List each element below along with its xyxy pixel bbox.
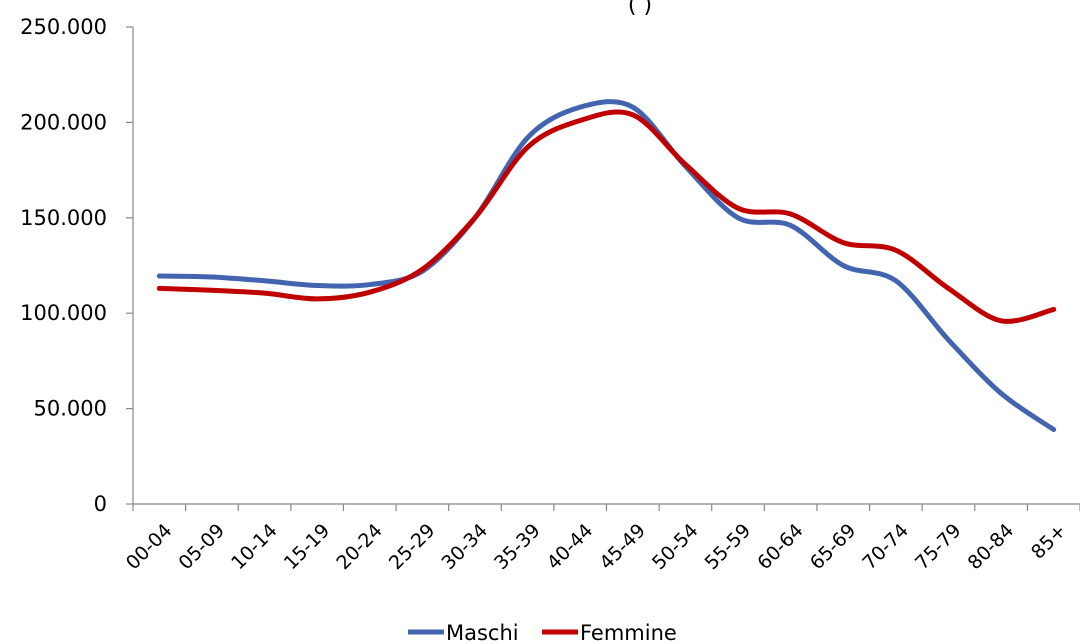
y-tick-labels: 0 50.000 100.000 150.000 200.000 250.000 [20, 15, 107, 516]
x-tick-label: 50-54 [648, 520, 703, 575]
axes [126, 26, 1080, 511]
x-tick-label: 70-74 [858, 520, 913, 575]
y-tick-label: 50.000 [34, 397, 107, 421]
series-lines [156, 99, 1057, 433]
legend-label-femmine: Femmine [580, 621, 677, 644]
x-tick-label: 45-49 [595, 520, 650, 575]
chart-title: ( ) [628, 0, 652, 18]
x-tick-label: 15-19 [280, 520, 335, 575]
x-tick-label: 40-44 [543, 520, 598, 575]
legend-label-maschi: Maschi [446, 621, 519, 644]
x-tick-label: 30-34 [438, 520, 493, 575]
x-tick-label: 80-84 [964, 520, 1019, 575]
x-tick-label: 55-59 [701, 520, 756, 575]
y-tick-label: 150.000 [20, 206, 107, 230]
x-tick-label: 10-14 [227, 520, 282, 575]
legend: Maschi Femmine [408, 621, 677, 644]
series-line-maschi [156, 99, 1057, 433]
x-tick-label: 35-39 [490, 520, 545, 575]
x-tick-label: 00-04 [122, 520, 177, 575]
x-tick-label: 85+ [1027, 520, 1071, 564]
series-line-femmine [156, 109, 1057, 324]
x-tick-label: 05-09 [174, 520, 229, 575]
x-tick-labels: 00-0405-0910-1415-1920-2425-2930-3435-39… [122, 520, 1071, 575]
x-tick-label: 65-69 [806, 520, 861, 575]
x-tick-label: 25-29 [385, 520, 440, 575]
y-tick-label: 200.000 [20, 110, 107, 134]
y-tick-label: 0 [94, 492, 107, 516]
y-tick-label: 100.000 [20, 301, 107, 325]
x-tick-label: 60-64 [753, 520, 808, 575]
x-tick-label: 20-24 [332, 520, 387, 575]
y-tick-label: 250.000 [20, 15, 107, 39]
x-tick-label: 75-79 [911, 520, 966, 575]
